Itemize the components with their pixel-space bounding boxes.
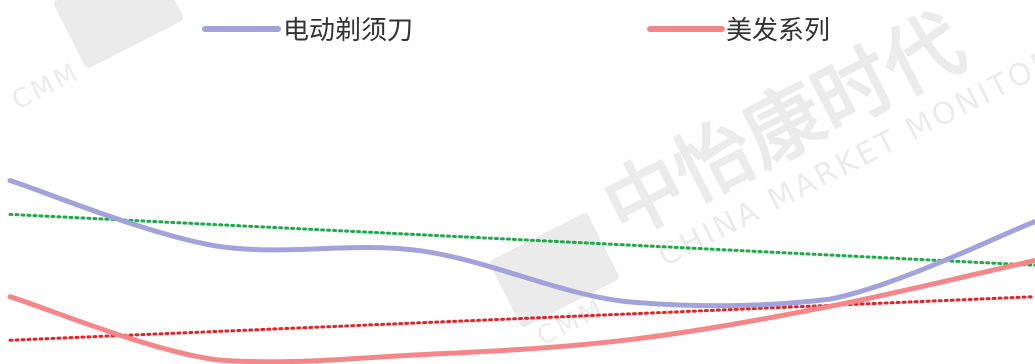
data-point-series-2-4 <box>622 337 628 343</box>
data-point-series-1-1 <box>7 178 13 184</box>
data-point-series-2-1 <box>7 294 13 300</box>
series-line-2 <box>7 257 1035 364</box>
series-line-1 <box>7 178 1035 309</box>
legend: 电动剃须刀 美发系列 <box>202 16 830 46</box>
data-point-series-1-3 <box>417 248 423 254</box>
legend-item-series-2: 美发系列 <box>647 16 830 46</box>
data-point-series-1-2 <box>212 243 218 249</box>
watermark-logo-block-2 <box>53 0 184 69</box>
plot-area <box>7 178 1035 364</box>
data-point-series-2-3 <box>417 352 423 358</box>
trendline-series-2 <box>8 295 1035 342</box>
legend-label-series-1: 电动剃须刀 <box>283 16 413 46</box>
trendline-series-1 <box>8 212 1035 267</box>
watermark-logo-2: CMM <box>7 57 85 116</box>
data-point-series-2-2 <box>212 357 218 363</box>
data-point-series-1-5 <box>827 296 833 302</box>
legend-item-series-1: 电动剃须刀 <box>202 16 413 46</box>
legend-label-series-2: 美发系列 <box>726 16 830 46</box>
data-point-series-1-4 <box>622 299 628 305</box>
data-point-series-2-5 <box>827 303 833 309</box>
